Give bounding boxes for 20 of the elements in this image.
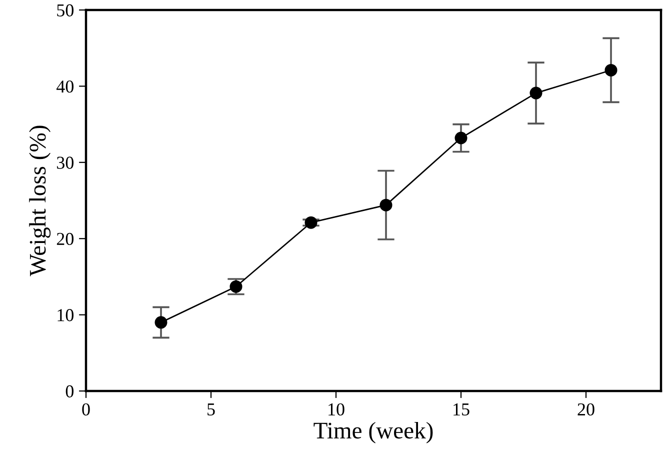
x-tick-label: 0: [82, 403, 90, 416]
y-tick-label: 20: [56, 232, 74, 246]
point: [230, 280, 242, 293]
x-tick-label: 20: [578, 403, 594, 416]
y-axis-title: Weight loss (%): [29, 126, 51, 276]
x-tick-label: 15: [454, 403, 470, 416]
y-tick-label: 50: [57, 4, 74, 16]
point: [154, 316, 168, 329]
point: [304, 216, 318, 229]
x-tick-label: 5: [208, 404, 215, 416]
point: [454, 132, 468, 144]
x-axis-title: Time (week): [314, 422, 433, 444]
x-tick-label: 10: [328, 403, 344, 416]
y-tick-label: 30: [57, 156, 74, 169]
y-tick-label: 10: [58, 309, 74, 322]
point: [380, 198, 392, 212]
point: [604, 64, 618, 76]
y-tick-label: 0: [66, 385, 74, 398]
y-tick-label: 40: [56, 80, 74, 93]
point: [530, 86, 542, 100]
